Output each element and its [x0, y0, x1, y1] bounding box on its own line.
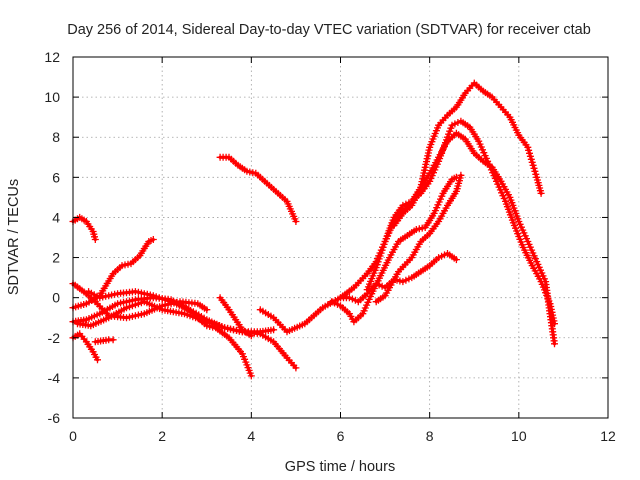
series-line [338, 131, 557, 346]
series-trace-e [69, 330, 101, 364]
series-line [392, 81, 543, 228]
series-markers [69, 213, 99, 243]
series-markers [91, 336, 117, 346]
series-markers [328, 173, 460, 326]
series-trace-m [328, 173, 460, 326]
y-tick-label: 8 [52, 129, 60, 145]
series-trace-n [363, 117, 558, 328]
y-axis-label: SDTVAR / TECUs [6, 179, 22, 295]
series-trace-a [69, 213, 99, 243]
x-tick-label: 12 [600, 428, 616, 444]
y-tick-label: -6 [48, 410, 61, 426]
series-trace-o [390, 79, 545, 229]
series-trace-p [372, 171, 465, 306]
series-trace-j [216, 153, 300, 225]
y-tick-label: 6 [52, 169, 60, 185]
y-tick-label: 10 [44, 89, 60, 105]
series-markers [216, 153, 300, 225]
x-tick-label: 2 [158, 428, 166, 444]
series-line [218, 155, 298, 224]
series-markers [390, 79, 545, 229]
series-trace-i [216, 294, 255, 340]
x-axis-label: GPS time / hours [285, 459, 395, 475]
x-tick-label: 4 [247, 428, 255, 444]
y-tick-label: 12 [44, 49, 60, 65]
chart-title: Day 256 of 2014, Sidereal Day-to-day VTE… [67, 22, 591, 38]
series-markers [85, 288, 278, 336]
y-tick-label: 0 [52, 290, 60, 306]
series-markers [372, 171, 465, 306]
y-tick-label: 4 [52, 209, 60, 225]
series-markers [69, 330, 101, 364]
y-tick-label: 2 [52, 250, 60, 266]
y-tick-label: -2 [48, 330, 61, 346]
x-tick-label: 6 [337, 428, 345, 444]
y-tick-label: -4 [48, 370, 61, 386]
axis-ticks: 0 2 4 6 8 10 12 -6 -4 -2 0 2 4 6 8 10 12 [44, 49, 616, 444]
series-trace-l [337, 129, 558, 348]
x-tick-label: 10 [511, 428, 527, 444]
series-markers [216, 294, 255, 340]
data-series-group [69, 79, 558, 380]
x-tick-label: 0 [69, 428, 77, 444]
series-trace-h [91, 336, 117, 346]
series-markers [337, 129, 558, 348]
series-markers [363, 117, 558, 328]
x-tick-label: 8 [426, 428, 434, 444]
